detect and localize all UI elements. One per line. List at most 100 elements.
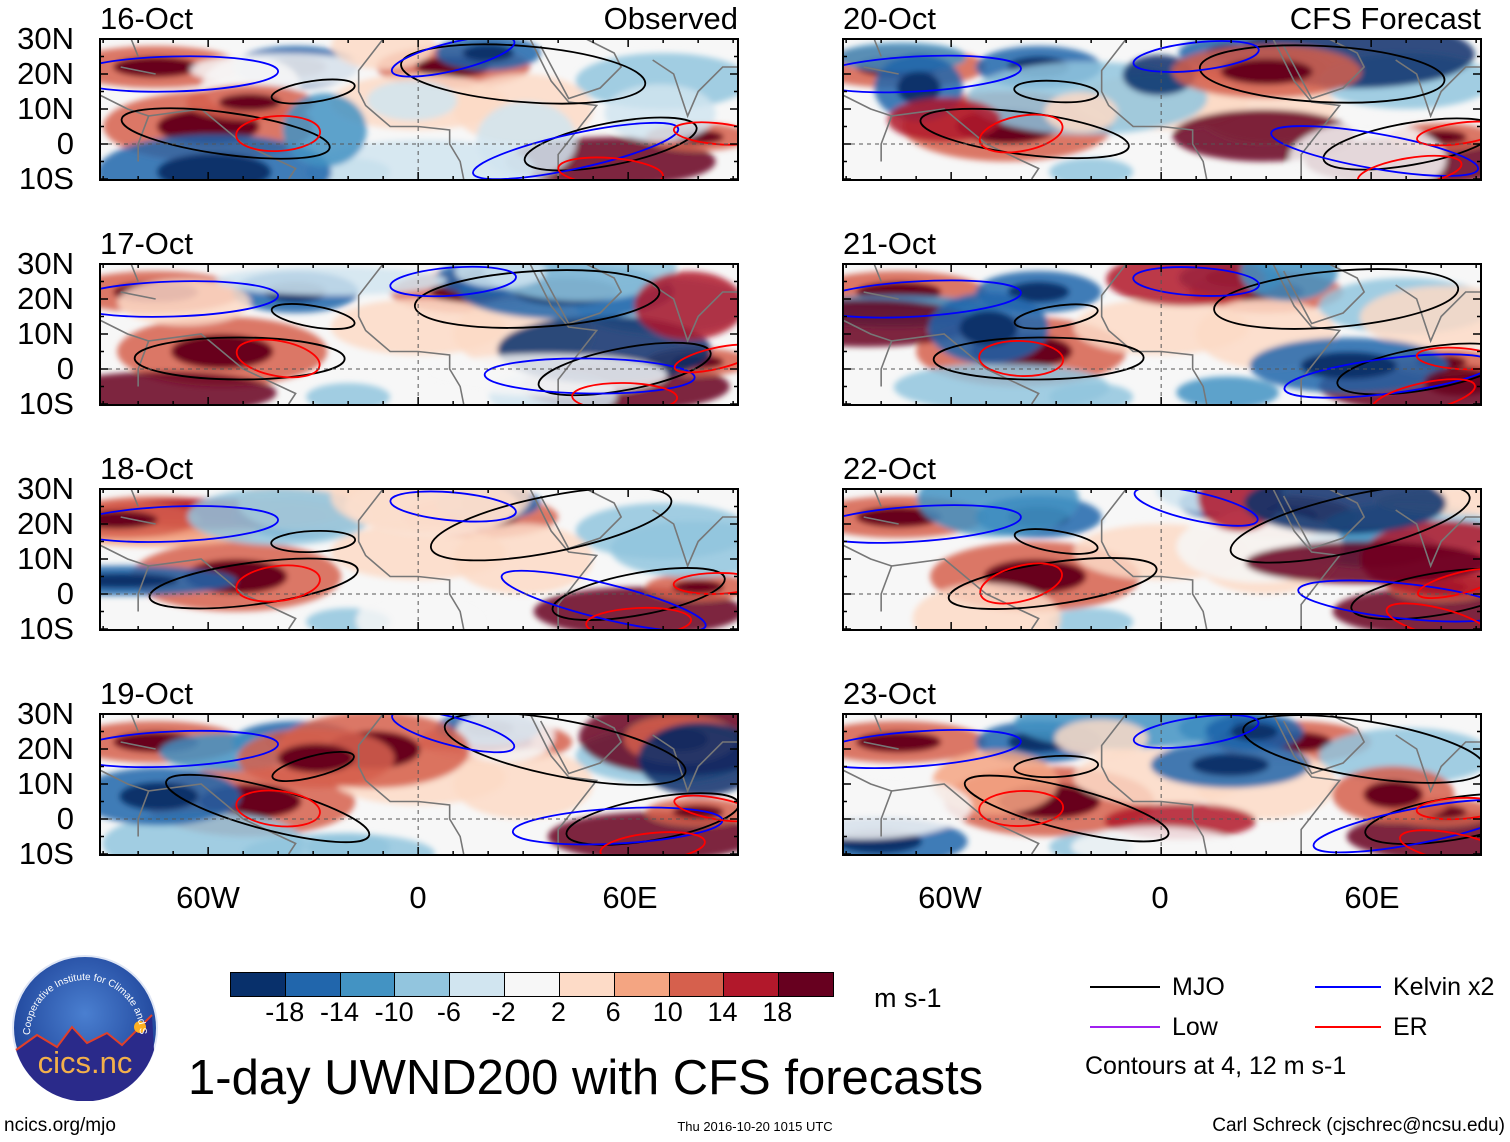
colorbar-swatch (668, 973, 724, 996)
contour-line (963, 774, 1170, 843)
wind-anomaly (610, 521, 738, 578)
wind-anomaly (330, 489, 531, 535)
wind-anomaly (638, 722, 738, 796)
map-panel-22-Oct (842, 488, 1482, 631)
lon-label-60w: 60W (176, 880, 240, 915)
wind-anomaly (455, 264, 547, 288)
contour-line (1242, 714, 1481, 784)
coastline (137, 333, 297, 405)
contour-line (843, 279, 1022, 319)
wind-anomaly (453, 524, 594, 594)
wind-anomaly-core (100, 510, 158, 529)
coastline (761, 559, 768, 577)
wind-anomaly (331, 39, 435, 70)
contour-line (429, 489, 673, 562)
lat-label: 30N (17, 471, 74, 506)
contour-line (400, 43, 647, 105)
contour-line (133, 336, 346, 381)
colorbar-swatch (394, 973, 450, 996)
contour-line (389, 265, 517, 298)
lat-label: 10N (17, 91, 74, 126)
colorbar-label: 10 (652, 997, 683, 1027)
wind-anomaly-core (462, 44, 514, 62)
coastline (880, 783, 1040, 855)
wind-anomaly-core (119, 782, 199, 811)
lat-label: 30N (17, 696, 74, 731)
colorbar-swatch (339, 973, 395, 996)
coastline (1395, 59, 1481, 119)
contour-line (599, 831, 706, 855)
contour-line (270, 303, 356, 330)
legend-line-mjo (1090, 986, 1160, 988)
coastline (863, 516, 899, 525)
lon-label-60e-right: 60E (1344, 880, 1400, 915)
wind-anomaly (1049, 158, 1134, 180)
contour-line (978, 340, 1065, 377)
contour-line (391, 714, 516, 754)
coastline (863, 741, 899, 750)
coastline (843, 319, 892, 342)
coastline (1504, 784, 1510, 802)
contour-line (571, 382, 679, 405)
wind-anomaly-core (218, 93, 281, 112)
panel-date: 22-Oct (843, 451, 937, 486)
contour-line (235, 115, 322, 152)
coastline (880, 333, 1040, 405)
colorbar-swatch (504, 973, 559, 996)
coastline (357, 489, 465, 630)
contour-line (1350, 567, 1481, 621)
contour-line (1132, 266, 1260, 297)
contour-line (1132, 714, 1260, 749)
coastline (357, 264, 465, 405)
wind-anomaly (367, 80, 458, 121)
coastline (130, 264, 139, 282)
footer-url[interactable]: ncics.org/mjo (4, 1115, 116, 1136)
lat-label: 0 (56, 351, 74, 386)
wind-anomaly (887, 97, 1002, 142)
legend-line-er (1315, 1026, 1381, 1028)
coastline (383, 264, 531, 265)
footer-author: Carl Schreck (cjschrec@ncsu.edu) (1212, 1115, 1505, 1136)
coastline (1126, 714, 1274, 715)
coastline (1272, 489, 1342, 629)
coastline (1504, 334, 1510, 352)
wind-anomaly (1054, 719, 1148, 757)
lon-label-60w-right: 60W (918, 880, 982, 915)
coastline (761, 784, 768, 802)
map-panel-17-Oct (99, 263, 739, 406)
contour-line (100, 55, 280, 93)
colorbar-label: -18 (265, 997, 305, 1027)
legend-label-kelvin: Kelvin x2 (1393, 973, 1495, 1001)
contour-line (235, 564, 321, 603)
map-panel-19-Oct (99, 713, 739, 856)
contour-line (389, 490, 517, 523)
contour-line (1371, 378, 1476, 405)
logo-text: cics.nc (38, 1045, 133, 1080)
legend-label-mjo: MJO (1172, 973, 1225, 1001)
contour-line (500, 569, 707, 630)
map-panel-18-Oct (99, 488, 739, 631)
coastline (1100, 39, 1208, 180)
contour-line (672, 121, 738, 146)
lat-label: 10S (18, 611, 74, 646)
coastline (137, 558, 297, 630)
coastline (1395, 734, 1481, 794)
contour-line (1336, 342, 1481, 396)
contour-line (1229, 489, 1471, 564)
legend-label-er: ER (1393, 1013, 1428, 1041)
contour-line (672, 572, 738, 595)
colorbar-label: -2 (491, 997, 516, 1027)
coastline (761, 109, 768, 127)
coastline (652, 59, 738, 119)
wind-anomaly-core (1191, 753, 1270, 777)
coastline (873, 39, 882, 57)
coastline (357, 39, 465, 180)
coastline (1126, 264, 1274, 265)
lat-label: 30N (17, 21, 74, 56)
coastline (880, 108, 1040, 180)
wind-anomaly (282, 93, 367, 167)
wind-anomaly-core (1300, 351, 1398, 379)
wind-anomaly (1044, 92, 1118, 133)
contour-line (1013, 79, 1099, 104)
coastline (1272, 714, 1342, 854)
